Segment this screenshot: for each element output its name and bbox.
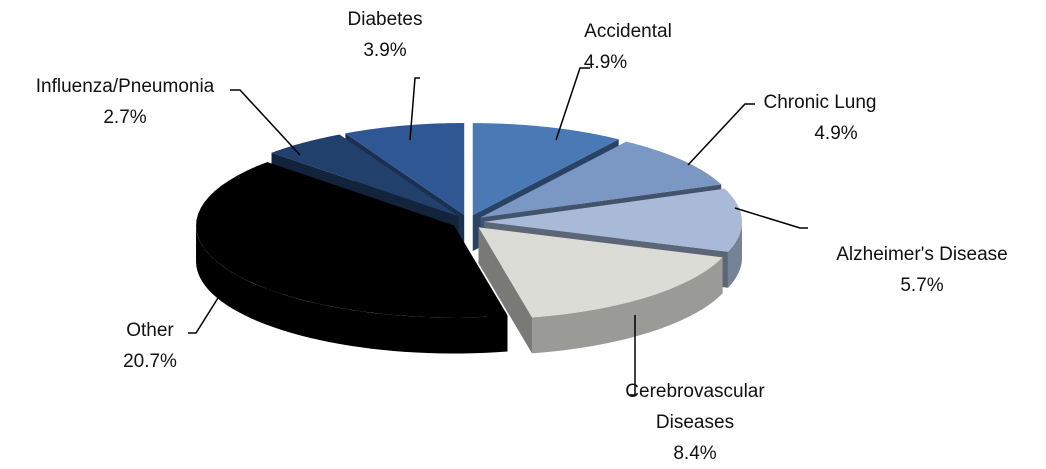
leader-line [687,103,755,166]
leader-line [630,315,636,396]
slice-label: Alzheimer's Disease 5.7% [802,239,1042,301]
slice-side [532,257,723,354]
leader-line [188,297,219,334]
slice-side [727,221,742,288]
slice-top [345,123,465,216]
slice-top [483,188,742,252]
leader-line [230,89,301,156]
slice-top [478,227,723,318]
slice-top [472,123,619,216]
slice-label: Other 20.7% [30,315,270,377]
slice-label: Cerebrovascular Diseases 8.4% [610,376,780,469]
label-value: 20.7% [123,351,177,372]
slice-wall [478,227,533,354]
label-name: Diabetes [347,9,423,30]
label-name: Chronic Lung [763,92,877,113]
leader-line [555,67,590,141]
slice-label: Influenza/Pneumonia 2.7% [5,71,245,133]
label-value: 4.9% [583,52,628,73]
slice-label: Chronic Lung 4.9% [700,87,940,149]
label-value: 3.9% [363,40,407,61]
slice-label: Diabetes 3.9% [265,4,505,66]
label-name: Influenza/Pneumonia [35,76,215,97]
slice-top [480,141,722,218]
label-value: 2.7% [103,107,147,128]
label-value: 8.4% [673,443,717,464]
leader-line [409,77,420,141]
slice [478,227,723,354]
slice-side [196,225,508,354]
slice-label: Accidental 4.9% [508,16,748,78]
slice-top [196,162,508,318]
pie [196,123,742,354]
leader-line [734,207,808,229]
slice-top [271,134,459,217]
slice [196,162,508,354]
label-value: 5.7% [900,275,944,296]
label-value: 4.9% [814,123,858,144]
label-name: Alzheimer's Disease [836,244,1008,265]
label-name: Cerebrovascular Diseases [625,381,765,433]
label-name: Other [126,320,174,341]
leader-lines [188,67,808,396]
label-name: Accidental [584,21,672,42]
